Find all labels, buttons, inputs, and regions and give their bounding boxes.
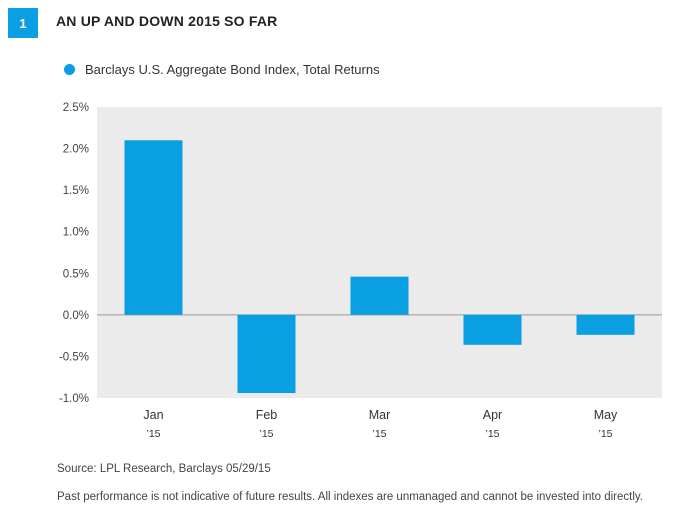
y-tick-label: -1.0% — [59, 393, 89, 405]
disclaimer-note: Past performance is not indicative of fu… — [57, 491, 643, 503]
y-tick-label: 1.5% — [63, 185, 89, 197]
bar-may — [576, 314, 635, 335]
source-note: Source: LPL Research, Barclays 05/29/15 — [57, 463, 271, 475]
y-tick-label: 2.5% — [63, 102, 89, 114]
x-tick-sublabel: ’15 — [146, 428, 160, 440]
figure-number-badge: 1 — [8, 8, 38, 38]
x-tick-label: Jan — [143, 408, 163, 422]
y-tick-label: 1.0% — [63, 227, 89, 239]
y-tick-label: 0.5% — [63, 268, 89, 280]
x-tick-sublabel: ’15 — [598, 428, 612, 440]
y-tick-label: 2.0% — [63, 144, 89, 156]
bar-apr — [463, 314, 522, 345]
chart-legend: Barclays U.S. Aggregate Bond Index, Tota… — [64, 62, 380, 77]
x-tick-label: Mar — [369, 408, 391, 422]
x-tick-sublabel: ’15 — [259, 428, 273, 440]
y-tick-label: 0.0% — [63, 310, 89, 322]
x-tick-label: May — [594, 408, 618, 422]
x-tick-label: Apr — [483, 408, 502, 422]
legend-label: Barclays U.S. Aggregate Bond Index, Tota… — [85, 62, 380, 77]
legend-marker — [64, 64, 75, 75]
x-tick-label: Feb — [256, 408, 278, 422]
x-tick-sublabel: ’15 — [372, 428, 386, 440]
x-tick-sublabel: ’15 — [485, 428, 499, 440]
bar-jan — [124, 140, 183, 315]
y-tick-label: -0.5% — [59, 351, 89, 363]
bar-mar — [350, 276, 409, 315]
bar-feb — [237, 314, 296, 394]
plot-area — [97, 107, 662, 398]
chart-title: AN UP AND DOWN 2015 SO FAR — [56, 13, 278, 29]
